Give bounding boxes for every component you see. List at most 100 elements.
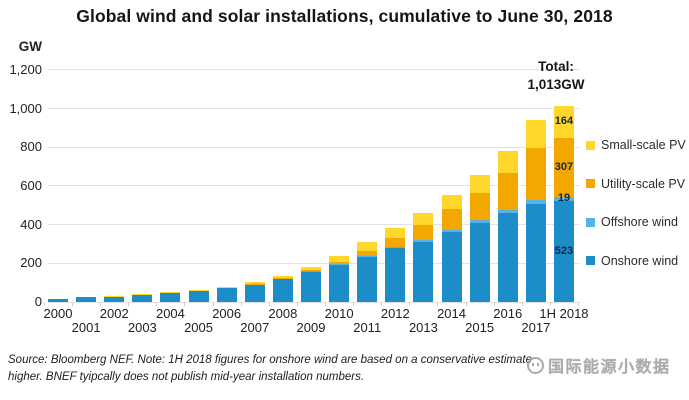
y-tick-label: 800 — [20, 139, 42, 155]
x-axis-label-2003: 2003 — [127, 320, 157, 335]
legend-swatch-icon — [586, 179, 595, 188]
bar-2016-small-scale-pv — [497, 151, 518, 173]
bar-2009-small-scale-pv — [300, 266, 321, 271]
bar-2016-onshore-wind — [497, 212, 518, 302]
bar-2004-onshore-wind — [160, 293, 181, 302]
source-footnote: Source: Bloomberg NEF. Note: 1H 2018 fig… — [8, 352, 683, 385]
bar-2009-onshore-wind — [300, 271, 321, 302]
x-axis-label-2006: 2006 — [212, 306, 242, 321]
legend-swatch-icon — [586, 140, 595, 150]
x-tick-mark — [549, 302, 551, 306]
bar-2016-utility-scale-pv — [497, 172, 518, 210]
x-axis-label-2008: 2008 — [268, 306, 298, 321]
x-tick-mark — [409, 302, 411, 306]
legend-item-small-scale-pv: Small-scale PV — [586, 138, 686, 152]
legend-swatch-icon — [586, 256, 595, 265]
segment-value-label-offshore-wind: 19 — [557, 192, 571, 205]
footnote-line1: Source: Bloomberg NEF. Note: 1H 2018 fig… — [8, 354, 532, 366]
total-annotation-line1: Total: — [538, 59, 574, 74]
x-tick-mark — [493, 302, 495, 306]
bar-2016-offshore-wind — [497, 209, 518, 213]
bar-2001-onshore-wind — [76, 297, 97, 302]
x-axis-label-1H2018: 1H 2018 — [539, 306, 589, 321]
x-axis-label-2014: 2014 — [437, 306, 466, 321]
x-axis-label-2011: 2011 — [353, 320, 382, 335]
bar-2012-onshore-wind — [385, 248, 406, 302]
x-tick-mark — [184, 302, 186, 306]
bar-2002-onshore-wind — [104, 296, 125, 302]
bar-2012-small-scale-pv — [385, 227, 406, 238]
x-axis-label-2007: 2007 — [240, 320, 270, 335]
bar-2010-offshore-wind — [329, 263, 350, 265]
bar-2015-offshore-wind — [469, 220, 490, 223]
gridline-400 — [48, 224, 580, 226]
bar-1H2018-offshore-wind — [553, 197, 574, 201]
y-tick-label: 400 — [20, 216, 42, 232]
x-tick-mark — [296, 302, 298, 306]
legend-label: Utility-scale PV — [601, 176, 686, 191]
x-tick-mark — [325, 302, 327, 306]
bar-2007-small-scale-pv — [244, 282, 265, 284]
gridline-800 — [48, 146, 580, 148]
bar-2014-utility-scale-pv — [441, 209, 462, 231]
y-tick-label: 1,000 — [9, 100, 42, 116]
x-tick-mark — [43, 302, 45, 306]
x-axis-label-2005: 2005 — [184, 320, 213, 335]
x-tick-mark — [465, 302, 467, 306]
bar-2017-utility-scale-pv — [525, 147, 546, 201]
bar-2010-onshore-wind — [329, 264, 350, 302]
gridline-1,200 — [48, 69, 580, 71]
x-axis-label-2016: 2016 — [493, 306, 523, 321]
gridline-0 — [48, 301, 580, 303]
bar-2008-utility-scale-pv — [272, 278, 293, 279]
bar-2017-small-scale-pv — [525, 120, 546, 148]
legend-item-utility-scale-pv: Utility-scale PV — [586, 177, 685, 191]
bar-2004-small-scale-pv — [160, 292, 181, 293]
x-tick-mark — [381, 302, 383, 306]
x-axis-label-2000: 2000 — [43, 306, 73, 321]
bar-2015-utility-scale-pv — [469, 192, 490, 221]
bar-2014-small-scale-pv — [441, 194, 462, 210]
bar-2011-onshore-wind — [357, 256, 378, 302]
bar-2013-offshore-wind — [413, 240, 434, 242]
total-annotation-line2: 1,013GW — [527, 77, 585, 92]
y-tick-label: 1,200 — [9, 61, 42, 77]
bar-2011-offshore-wind — [357, 256, 378, 257]
bar-2000-onshore-wind — [48, 298, 68, 302]
bar-2014-offshore-wind — [441, 230, 462, 232]
bar-2013-utility-scale-pv — [413, 225, 434, 241]
bar-1H2018-onshore-wind — [553, 200, 574, 302]
bar-2010-small-scale-pv — [329, 255, 350, 262]
x-tick-mark — [212, 302, 214, 306]
legend-label: Onshore wind — [601, 253, 679, 268]
bar-2012-offshore-wind — [385, 247, 406, 249]
legend-swatch-icon — [586, 217, 595, 227]
x-tick-mark — [240, 302, 242, 306]
bar-2010-utility-scale-pv — [329, 261, 350, 264]
x-tick-mark — [128, 302, 130, 306]
x-tick-mark — [521, 302, 523, 306]
bar-2011-utility-scale-pv — [357, 250, 378, 257]
bar-2006-onshore-wind — [216, 287, 237, 302]
x-axis-label-2009: 2009 — [296, 320, 326, 335]
x-tick-mark — [156, 302, 158, 306]
bar-2013-small-scale-pv — [413, 212, 434, 226]
x-axis-label-2015: 2015 — [465, 320, 495, 335]
legend-item-offshore-wind: Offshore wind — [586, 215, 678, 229]
x-axis-label-2017: 2017 — [521, 320, 551, 335]
bar-1H2018-small-scale-pv — [553, 105, 574, 138]
footnote-line2: higher. BNEF tyipcally does not publish … — [8, 370, 365, 383]
x-tick-mark — [353, 302, 355, 306]
y-tick-label: 600 — [20, 177, 42, 193]
y-axis-unit-label: GW — [18, 39, 42, 54]
bar-2007-onshore-wind — [244, 284, 265, 302]
bar-2005-onshore-wind — [188, 290, 209, 302]
bar-2012-utility-scale-pv — [385, 237, 406, 248]
bar-2013-onshore-wind — [413, 241, 434, 302]
x-tick-mark — [578, 302, 580, 306]
bar-2005-small-scale-pv — [188, 289, 209, 291]
x-axis-label-2010: 2010 — [324, 306, 354, 321]
bar-2003-onshore-wind — [132, 294, 153, 302]
segment-value-label-onshore-wind: 523 — [554, 244, 574, 257]
